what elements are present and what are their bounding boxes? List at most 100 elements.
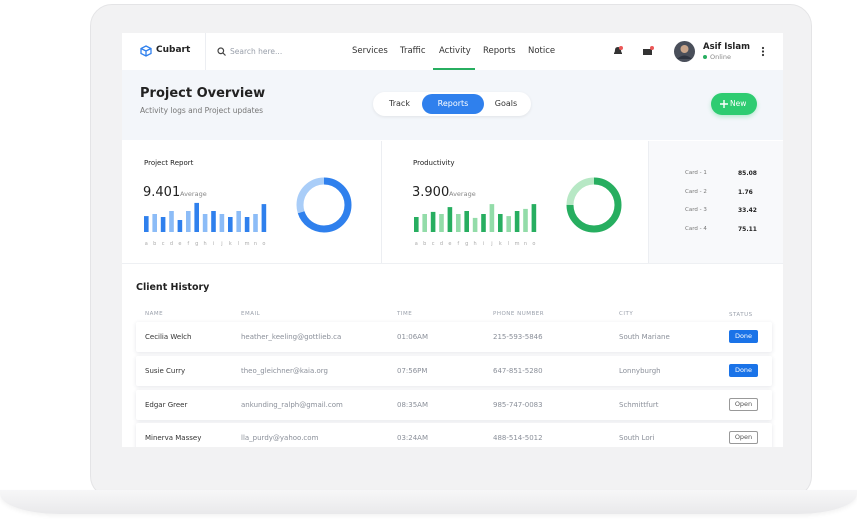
status-button[interactable]: Open bbox=[729, 398, 758, 411]
card-title: Productivity bbox=[413, 159, 455, 167]
brand[interactable]: Cubart bbox=[156, 45, 191, 55]
cell: 08:35AM bbox=[397, 401, 429, 409]
bar-label: e bbox=[448, 241, 451, 247]
bar bbox=[236, 211, 241, 232]
bar bbox=[456, 214, 461, 232]
screen: Cubart Search here... Services Traffic A… bbox=[122, 33, 783, 447]
bar-label: e bbox=[178, 241, 181, 247]
cell: lla_purdy@yahoo.com bbox=[241, 434, 319, 442]
tab[interactable]: Track bbox=[389, 99, 410, 108]
bar-label: m bbox=[245, 241, 250, 247]
bar bbox=[481, 214, 486, 232]
bar-label: j bbox=[490, 241, 492, 247]
bar bbox=[160, 217, 166, 232]
bar bbox=[152, 214, 157, 232]
avatar[interactable] bbox=[674, 41, 695, 62]
bar bbox=[202, 214, 208, 232]
page-subtitle: Activity logs and Project updates bbox=[140, 106, 264, 115]
table-row: Edgar Greer ankunding_ralph@gmail.com 08:3… bbox=[136, 390, 772, 420]
cell: 01:06AM bbox=[397, 333, 429, 341]
logo-icon bbox=[140, 45, 152, 57]
bar bbox=[194, 202, 199, 232]
cell: 985-747-0083 bbox=[493, 401, 543, 409]
search-input[interactable]: Search here... bbox=[230, 47, 283, 56]
cell: ankunding_ralph@gmail.com bbox=[241, 401, 343, 409]
tab-active[interactable]: Reports bbox=[422, 94, 484, 114]
status-button[interactable]: Done bbox=[729, 330, 758, 343]
status-button[interactable]: Open bbox=[729, 431, 758, 444]
user-status: Online bbox=[710, 53, 731, 61]
active-underline bbox=[433, 68, 475, 70]
cell: 488-514-5012 bbox=[493, 434, 543, 442]
bar bbox=[414, 217, 419, 232]
bar bbox=[498, 214, 503, 232]
column-header: TIME bbox=[397, 311, 413, 317]
bar-label: f bbox=[457, 241, 459, 247]
bar bbox=[244, 217, 250, 232]
cell: Lonnyburgh bbox=[619, 367, 661, 375]
bar bbox=[514, 211, 520, 232]
average-label: Average bbox=[180, 190, 207, 198]
status-button[interactable]: Done bbox=[729, 364, 758, 377]
nav-link[interactable]: Traffic bbox=[400, 46, 426, 56]
cell: 07:56PM bbox=[397, 367, 428, 375]
bar-label: d bbox=[170, 241, 173, 247]
new-button-label: New bbox=[730, 99, 747, 108]
bar bbox=[186, 211, 191, 232]
bar-label: n bbox=[524, 241, 527, 247]
bar-label: i bbox=[483, 241, 484, 247]
nav-link[interactable]: Notice bbox=[528, 46, 556, 56]
average-value: 9.401 bbox=[143, 185, 180, 200]
column-header: PHONE NUMBER bbox=[493, 311, 545, 317]
menu-icon[interactable] bbox=[761, 46, 765, 57]
nav-link[interactable]: Activity bbox=[439, 46, 471, 56]
card-value: 33.42 bbox=[738, 207, 757, 214]
section-title: Client History bbox=[136, 282, 210, 293]
bar bbox=[531, 204, 537, 232]
cell: 03:24AM bbox=[397, 434, 429, 442]
cell: theo_gleichner@kaia.org bbox=[241, 367, 328, 375]
plus-icon bbox=[720, 100, 728, 108]
bar-label: b bbox=[153, 241, 156, 247]
bell-icon[interactable] bbox=[612, 45, 624, 57]
cell: Minerva Massey bbox=[145, 434, 202, 442]
card-label: Card - 2 bbox=[685, 188, 707, 195]
card-label: Card - 3 bbox=[685, 207, 707, 213]
tab[interactable]: Goals bbox=[494, 99, 518, 108]
bar-label: m bbox=[515, 241, 520, 247]
new-button[interactable]: New bbox=[711, 93, 757, 115]
user-name: Asif Islam bbox=[703, 42, 750, 52]
bar-label: o bbox=[532, 241, 535, 247]
bar-label: g bbox=[465, 241, 468, 247]
cell: South Lori bbox=[619, 434, 655, 442]
column-header: NAME bbox=[145, 311, 164, 317]
column-header: EMAIL bbox=[241, 311, 261, 317]
laptop-base bbox=[0, 490, 857, 514]
cell: 215-593-5846 bbox=[493, 333, 543, 341]
navbar: Cubart Search here... Services Traffic A… bbox=[122, 33, 783, 71]
bar bbox=[439, 214, 444, 232]
bar-label: i bbox=[213, 241, 214, 247]
bar-label: h bbox=[204, 241, 207, 247]
card-title: Project Report bbox=[144, 159, 194, 167]
bar bbox=[177, 220, 183, 232]
divider bbox=[205, 33, 206, 70]
table-row: Minerva Massey lla_purdy@yahoo.com 03:24AM… bbox=[136, 423, 772, 447]
cell: Susie Curry bbox=[145, 367, 186, 375]
search-icon bbox=[217, 47, 226, 56]
bar bbox=[523, 208, 528, 232]
mail-icon[interactable] bbox=[642, 45, 655, 57]
nav-link[interactable]: Services bbox=[352, 46, 388, 56]
table-row: Susie Curry theo_gleichner@kaia.org 07:56P… bbox=[136, 356, 772, 386]
card-value: 1.76 bbox=[738, 188, 753, 196]
bar-label: a bbox=[145, 241, 148, 247]
bar-label: k bbox=[499, 241, 502, 247]
donut-segment bbox=[296, 177, 352, 233]
bar-label: h bbox=[474, 241, 477, 247]
cell: South Mariane bbox=[619, 333, 670, 341]
nav-link[interactable]: Reports bbox=[483, 46, 516, 56]
